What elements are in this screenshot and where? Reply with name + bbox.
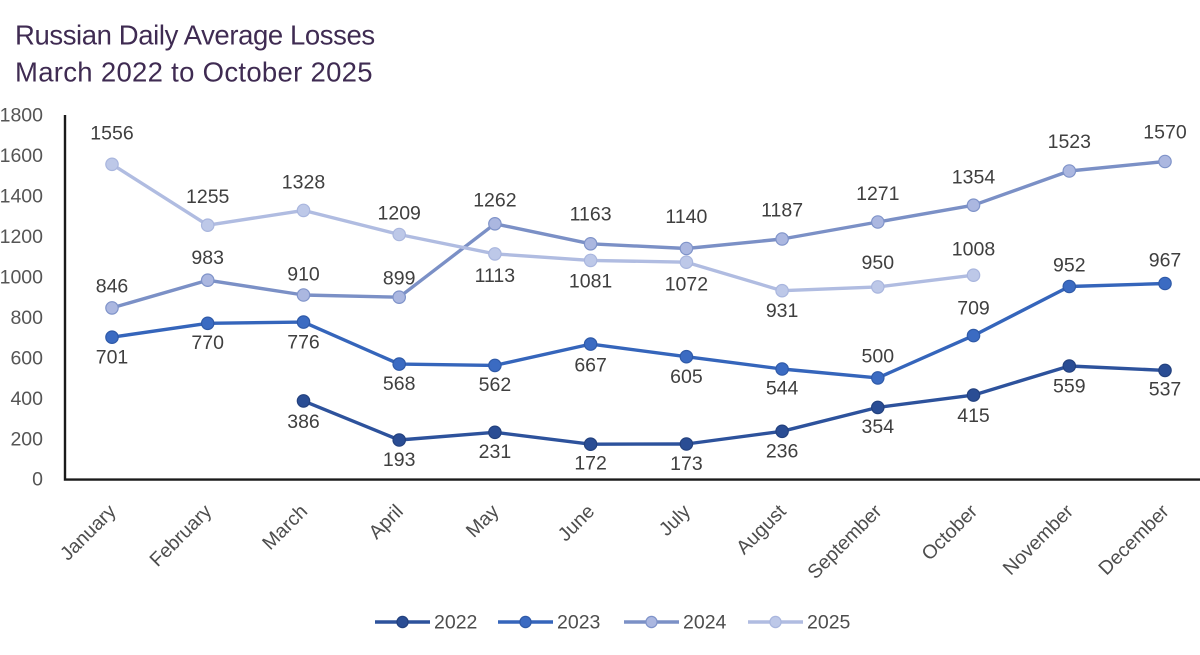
svg-text:415: 415 bbox=[957, 405, 990, 427]
svg-text:400: 400 bbox=[10, 388, 43, 410]
svg-text:950: 950 bbox=[862, 252, 895, 274]
svg-text:1000: 1000 bbox=[0, 267, 43, 289]
svg-text:1209: 1209 bbox=[378, 203, 421, 225]
svg-text:386: 386 bbox=[287, 411, 320, 433]
svg-text:1570: 1570 bbox=[1143, 121, 1187, 143]
svg-text:899: 899 bbox=[383, 268, 416, 290]
svg-text:931: 931 bbox=[766, 300, 799, 322]
svg-text:2024: 2024 bbox=[683, 612, 727, 634]
svg-text:2023: 2023 bbox=[557, 612, 600, 634]
svg-text:2022: 2022 bbox=[434, 612, 477, 634]
svg-text:March 2022 to October 2025: March 2022 to October 2025 bbox=[15, 57, 373, 88]
svg-text:1600: 1600 bbox=[0, 145, 43, 167]
svg-text:559: 559 bbox=[1053, 376, 1086, 398]
svg-text:568: 568 bbox=[383, 373, 416, 395]
svg-text:605: 605 bbox=[670, 366, 703, 388]
svg-text:200: 200 bbox=[10, 428, 43, 450]
svg-text:770: 770 bbox=[191, 332, 224, 354]
svg-text:236: 236 bbox=[766, 441, 799, 463]
svg-text:667: 667 bbox=[574, 355, 607, 377]
svg-text:1255: 1255 bbox=[186, 186, 230, 208]
svg-text:Russian Daily Average Losses: Russian Daily Average Losses bbox=[15, 20, 375, 51]
svg-text:2025: 2025 bbox=[807, 612, 851, 634]
svg-text:776: 776 bbox=[287, 331, 320, 353]
svg-text:193: 193 bbox=[383, 449, 416, 471]
svg-text:544: 544 bbox=[766, 378, 799, 400]
svg-text:709: 709 bbox=[957, 297, 990, 319]
svg-text:1081: 1081 bbox=[569, 270, 612, 292]
svg-text:231: 231 bbox=[479, 441, 512, 463]
svg-text:967: 967 bbox=[1149, 249, 1182, 271]
svg-text:983: 983 bbox=[191, 247, 224, 269]
svg-text:0: 0 bbox=[32, 469, 43, 491]
svg-text:1140: 1140 bbox=[665, 206, 707, 228]
svg-text:1556: 1556 bbox=[90, 123, 133, 145]
svg-text:1354: 1354 bbox=[952, 166, 996, 188]
svg-text:1187: 1187 bbox=[761, 199, 803, 221]
svg-text:1008: 1008 bbox=[952, 239, 995, 261]
svg-text:173: 173 bbox=[670, 453, 703, 475]
svg-text:1262: 1262 bbox=[473, 190, 516, 212]
svg-text:1400: 1400 bbox=[0, 186, 43, 208]
svg-text:562: 562 bbox=[479, 374, 512, 396]
svg-text:172: 172 bbox=[574, 453, 607, 475]
svg-text:846: 846 bbox=[96, 275, 129, 297]
svg-text:800: 800 bbox=[10, 307, 43, 329]
svg-text:701: 701 bbox=[96, 347, 129, 369]
svg-text:1328: 1328 bbox=[282, 171, 325, 193]
svg-text:1200: 1200 bbox=[0, 226, 43, 248]
svg-text:952: 952 bbox=[1053, 255, 1086, 277]
svg-text:1800: 1800 bbox=[0, 105, 43, 127]
svg-text:1271: 1271 bbox=[856, 183, 899, 205]
svg-text:910: 910 bbox=[287, 264, 320, 286]
svg-text:1523: 1523 bbox=[1048, 131, 1091, 153]
svg-text:600: 600 bbox=[10, 347, 43, 369]
svg-text:1113: 1113 bbox=[475, 265, 516, 287]
svg-text:1072: 1072 bbox=[665, 273, 708, 295]
svg-text:1163: 1163 bbox=[570, 203, 612, 225]
svg-text:500: 500 bbox=[862, 346, 895, 368]
svg-text:537: 537 bbox=[1149, 379, 1182, 401]
svg-text:354: 354 bbox=[862, 416, 895, 438]
